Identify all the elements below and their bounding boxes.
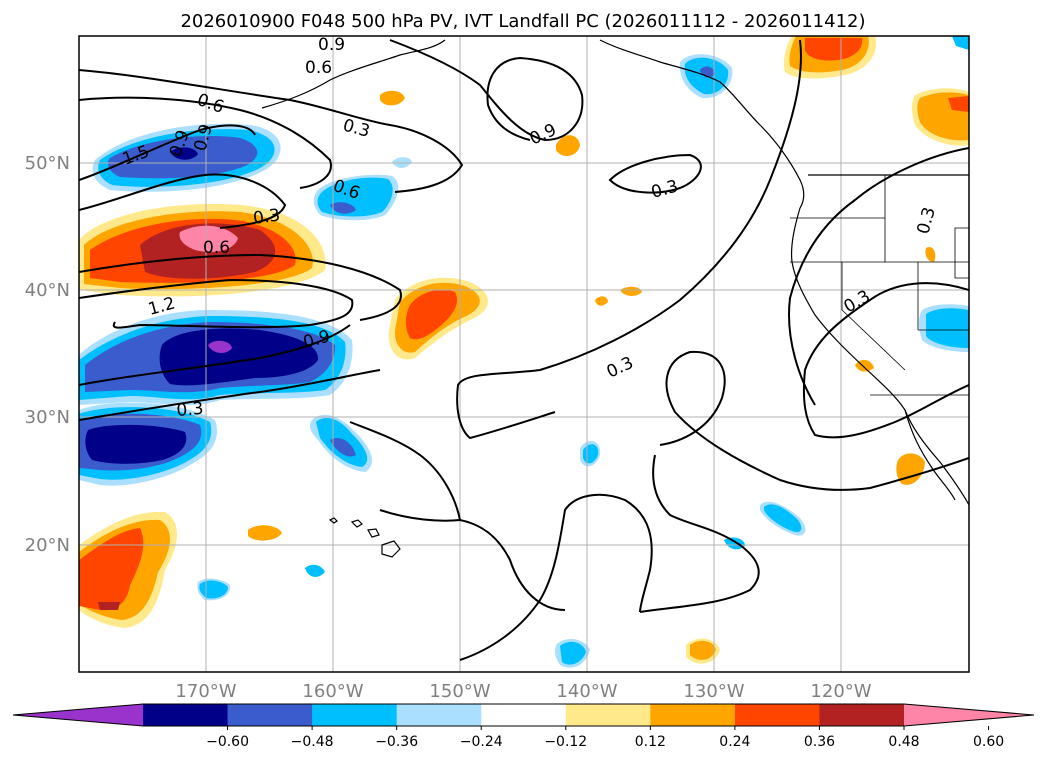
colorbar-tick-label: −0.48 bbox=[291, 734, 334, 750]
lat-label: 30°N bbox=[25, 407, 70, 428]
shade-positive-region bbox=[948, 96, 969, 112]
colorbar-segment bbox=[819, 704, 905, 726]
shade-positive-region bbox=[556, 135, 580, 157]
colorbar-segment bbox=[565, 704, 651, 726]
shade-positive-region bbox=[179, 225, 238, 252]
lon-label: 150°W bbox=[429, 681, 490, 702]
colorbar-tick-label: −0.36 bbox=[375, 734, 418, 750]
colorbar-tick-label: −0.24 bbox=[460, 734, 503, 750]
contour-line bbox=[79, 173, 287, 229]
contour-label: 0.6 bbox=[203, 238, 230, 258]
shade-positive-region bbox=[380, 90, 405, 106]
shade-negative-region bbox=[330, 437, 356, 457]
colorbar-segment bbox=[227, 704, 313, 726]
contour-line bbox=[79, 369, 381, 421]
shade-negative-region bbox=[764, 504, 802, 532]
contour-line bbox=[459, 493, 653, 661]
coastline bbox=[367, 528, 380, 538]
shade-positive-region bbox=[405, 289, 458, 340]
colorbar-segment bbox=[312, 704, 398, 726]
contour-line bbox=[79, 253, 402, 321]
colorbar-tick-label: 0.36 bbox=[804, 734, 835, 750]
shade-negative-region bbox=[305, 564, 325, 577]
contour-line bbox=[79, 324, 351, 386]
lon-label: 140°W bbox=[556, 681, 617, 702]
shade-negative-region bbox=[926, 308, 969, 348]
colorbar-segment bbox=[734, 704, 820, 726]
colorbar-tick-label: 0.12 bbox=[635, 734, 666, 750]
shade-positive-region bbox=[595, 296, 608, 306]
colorbar-segment bbox=[650, 704, 736, 726]
contour-line bbox=[389, 39, 584, 142]
colorbar-segment bbox=[143, 704, 229, 726]
contour-line bbox=[79, 124, 256, 181]
coastline bbox=[261, 39, 446, 109]
shade-negative-region bbox=[159, 328, 319, 386]
contour-label: 0.6 bbox=[305, 58, 332, 78]
colorbar-extension-low bbox=[13, 704, 143, 726]
contour-label: 0.3 bbox=[252, 205, 282, 229]
shade-negative-region bbox=[330, 202, 356, 214]
contour-label: 0.9 bbox=[318, 35, 345, 55]
coastline bbox=[350, 519, 363, 528]
coastline bbox=[904, 409, 956, 501]
contour-line bbox=[788, 147, 969, 406]
colorbar-tick-label: −0.12 bbox=[544, 734, 587, 750]
contour-line bbox=[456, 39, 802, 440]
shade-positive-region bbox=[896, 453, 925, 485]
contour-line bbox=[802, 282, 969, 439]
colorbar-tick-label: −0.60 bbox=[206, 734, 249, 750]
contour-line bbox=[79, 69, 464, 193]
colorbar-tick-label: 0.48 bbox=[888, 734, 919, 750]
lat-label: 50°N bbox=[25, 153, 70, 174]
shade-positive-region bbox=[79, 528, 144, 611]
coastlines bbox=[261, 39, 969, 558]
contour-line bbox=[79, 278, 354, 329]
lat-label: 20°N bbox=[25, 535, 70, 556]
contour-label: 0.3 bbox=[176, 399, 205, 421]
shade-positive-region bbox=[690, 640, 716, 660]
lon-label: 130°W bbox=[683, 681, 744, 702]
shade-positive-region bbox=[925, 246, 936, 262]
coastline bbox=[381, 540, 401, 558]
shade-positive-region bbox=[620, 286, 642, 296]
state-border bbox=[841, 262, 906, 371]
contour-line bbox=[639, 454, 760, 613]
map-frame bbox=[78, 35, 970, 673]
lon-label: 120°W bbox=[810, 681, 871, 702]
contour-line bbox=[379, 509, 566, 611]
shade-negative-region bbox=[952, 36, 969, 50]
state-border bbox=[954, 227, 969, 279]
shade-negative-region bbox=[560, 641, 586, 665]
colorbar-extension-high bbox=[904, 704, 1034, 726]
colorbar-tick-label: 0.24 bbox=[719, 734, 750, 750]
lat-labels: 50°N 40°N 30°N 20°N bbox=[25, 153, 70, 556]
shade-positive-region bbox=[98, 602, 120, 610]
lon-label: 160°W bbox=[302, 681, 363, 702]
shade-positive-region bbox=[805, 38, 863, 61]
negative-shading bbox=[79, 36, 969, 668]
colorbar-segment bbox=[396, 704, 482, 726]
shade-negative-region bbox=[208, 340, 232, 354]
lon-label: 170°W bbox=[175, 681, 236, 702]
map-title: 2026010900 F048 500 hPa PV, IVT Landfall… bbox=[180, 11, 865, 32]
map-content: 0.9 0.6 0.6 0.9 1.5 0.9 0.3 0.6 0.6 1.2 … bbox=[79, 35, 969, 672]
colorbar: −0.60 −0.48 −0.36 −0.24 −0.12 0.12 0.24 0.36 0.4… bbox=[12, 703, 1035, 750]
contour-line bbox=[349, 421, 461, 521]
contour-line bbox=[608, 153, 702, 194]
colorbar-tick-label: 0.60 bbox=[973, 734, 1004, 750]
shade-positive-region bbox=[248, 525, 282, 541]
coastline bbox=[328, 517, 338, 524]
contour-line bbox=[79, 96, 332, 189]
contour-line bbox=[659, 350, 969, 491]
colorbar-segment bbox=[481, 704, 567, 726]
shade-negative-region bbox=[85, 424, 187, 464]
lon-labels: 170°W 160°W 150°W 140°W 130°W 120°W bbox=[175, 681, 871, 702]
shade-negative-region bbox=[724, 537, 745, 550]
coastline bbox=[599, 39, 805, 209]
contours bbox=[79, 39, 969, 661]
shade-negative-region bbox=[170, 147, 198, 160]
lat-label: 40°N bbox=[25, 280, 70, 301]
